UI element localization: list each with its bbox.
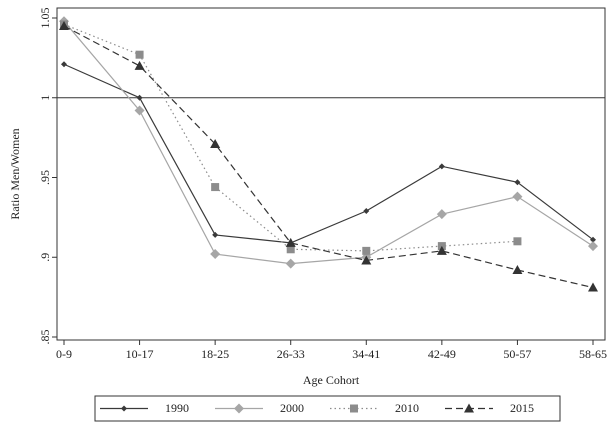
y-tick-label: 1: [38, 95, 52, 101]
marker: [211, 183, 220, 192]
marker: [61, 61, 67, 68]
legend-marker: [234, 403, 244, 414]
marker: [135, 50, 144, 59]
marker: [285, 258, 296, 269]
marker: [436, 209, 447, 220]
marker: [136, 94, 143, 101]
x-tick-label: 26-33: [277, 347, 305, 361]
marker: [286, 245, 295, 254]
marker: [362, 246, 371, 255]
marker: [134, 60, 145, 70]
marker: [590, 236, 596, 243]
legend: [94, 395, 561, 422]
marker: [513, 237, 522, 246]
y-axis-label: Ratio Men/Women: [8, 128, 22, 219]
marker: [210, 249, 221, 260]
y-tick-label: .85: [38, 330, 52, 345]
marker: [212, 231, 219, 238]
y-tick-label: .95: [38, 170, 52, 185]
x-tick-label: 0-9: [56, 347, 72, 361]
x-tick-label: 34-41: [352, 347, 380, 361]
marker: [59, 20, 69, 30]
marker: [588, 282, 598, 292]
marker: [512, 191, 523, 202]
marker: [210, 139, 221, 149]
x-tick-label: 42-49: [428, 347, 456, 361]
legend-marker: [350, 404, 358, 413]
legend-label: 2010: [395, 401, 419, 415]
x-tick-label: 10-17: [126, 347, 154, 361]
marker: [436, 245, 447, 255]
legend-marker: [121, 405, 127, 412]
x-tick-label: 58-65: [579, 347, 607, 361]
series-line: [63, 23, 518, 252]
legend-label: 2000: [280, 401, 304, 415]
series-line: [63, 25, 594, 289]
marker: [134, 105, 145, 116]
x-axis-label: Age Cohort: [303, 373, 360, 387]
marker: [512, 265, 523, 275]
x-tick-label: 50-57: [503, 347, 531, 361]
marker: [588, 241, 598, 252]
series-line: [63, 20, 594, 265]
y-tick-label: .9: [38, 253, 52, 262]
marker: [285, 237, 296, 247]
marker: [438, 163, 445, 170]
legend-label: 1990: [165, 401, 189, 415]
marker: [514, 179, 521, 186]
marker: [363, 207, 370, 214]
legend-marker: [464, 403, 474, 413]
y-tick-label: 1.05: [38, 8, 52, 29]
x-tick-label: 18-25: [201, 347, 229, 361]
series-line: [63, 63, 594, 244]
legend-label: 2015: [510, 401, 534, 415]
plot-frame: [56, 7, 606, 341]
marker: [361, 255, 372, 265]
